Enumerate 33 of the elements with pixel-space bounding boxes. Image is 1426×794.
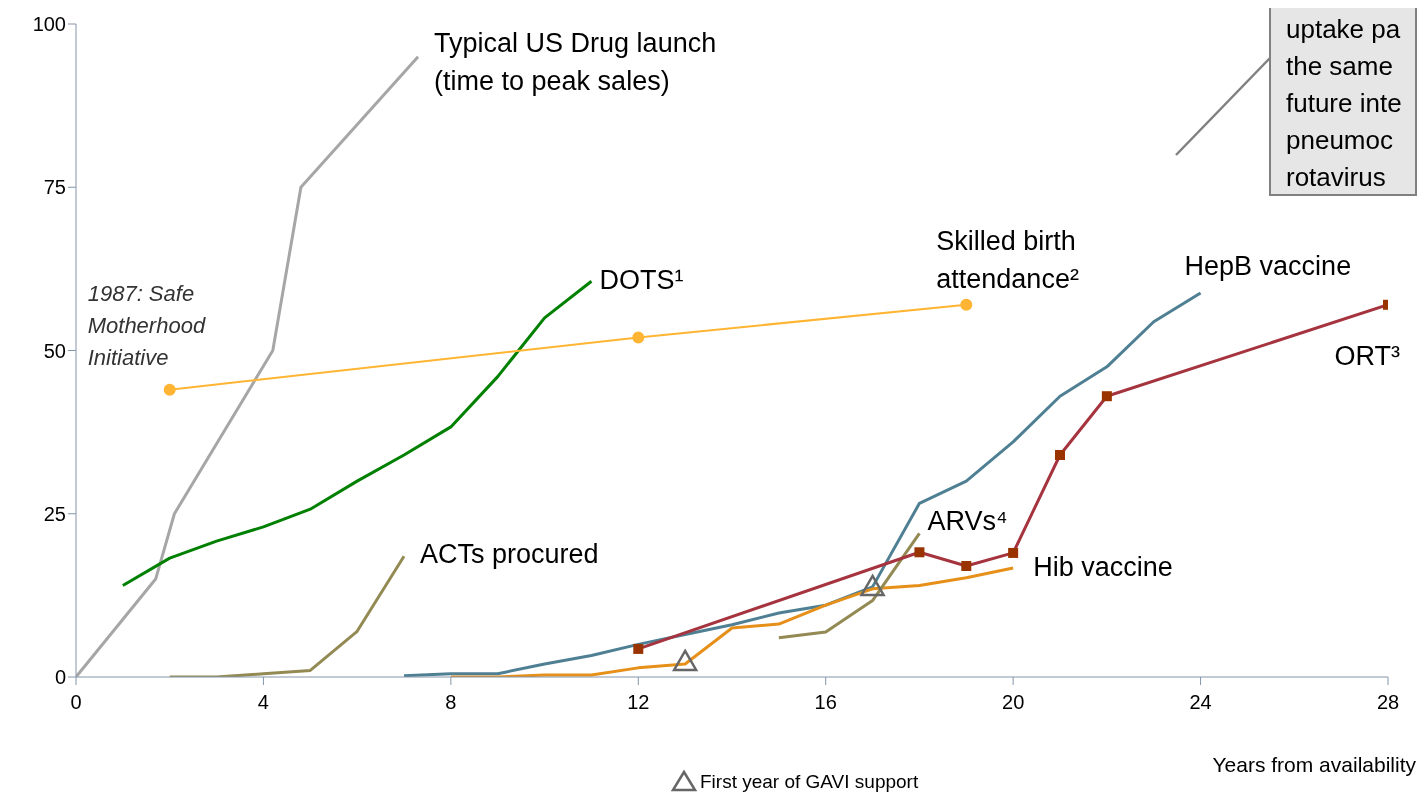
series-label: ACTs procured (420, 539, 599, 570)
x-tick-label: 28 (1376, 691, 1400, 714)
series-label: HepB vaccine (1184, 251, 1352, 282)
line-series (76, 55, 420, 677)
x-tick-label: 20 (1002, 691, 1025, 714)
point (860, 574, 885, 597)
y-tick-label: 100 (32, 13, 66, 36)
x-tick-label: 16 (814, 691, 837, 714)
x-axis-title: Years from availability (1212, 753, 1417, 776)
x-tick-label: 12 (627, 691, 650, 714)
x-tick-label: 4 (257, 691, 269, 714)
point (960, 298, 973, 311)
series-label: ARVs⁴ (927, 506, 1008, 537)
line-series (777, 531, 921, 640)
x-tick-label: 8 (445, 691, 457, 714)
annotation: 1987: Safe Motherhood Initiative (87, 280, 206, 370)
y-tick-label: 50 (43, 339, 66, 362)
y-tick-label: 0 (54, 666, 66, 689)
point (632, 331, 645, 344)
x-tick-label: 0 (70, 691, 82, 714)
series-label: DOTS¹ (599, 265, 684, 296)
y-tick-label: 25 (43, 502, 66, 525)
series-label: Typical US Drug launch (time to peak sales) (434, 27, 717, 96)
series-label: Skilled birth attendance² (936, 225, 1079, 294)
series-label: Hib vaccine (1033, 551, 1173, 582)
y-tick-label: 75 (43, 176, 66, 199)
x-tick-label: 24 (1189, 691, 1212, 714)
line-series (402, 291, 1203, 677)
point (163, 383, 176, 396)
series-label: ORT³ (1334, 340, 1400, 371)
annotation: uptake pa the same future inte pneumoc rotavirus (1286, 14, 1402, 192)
legend-label: First year of GAVI support (700, 771, 919, 792)
point (672, 649, 698, 672)
